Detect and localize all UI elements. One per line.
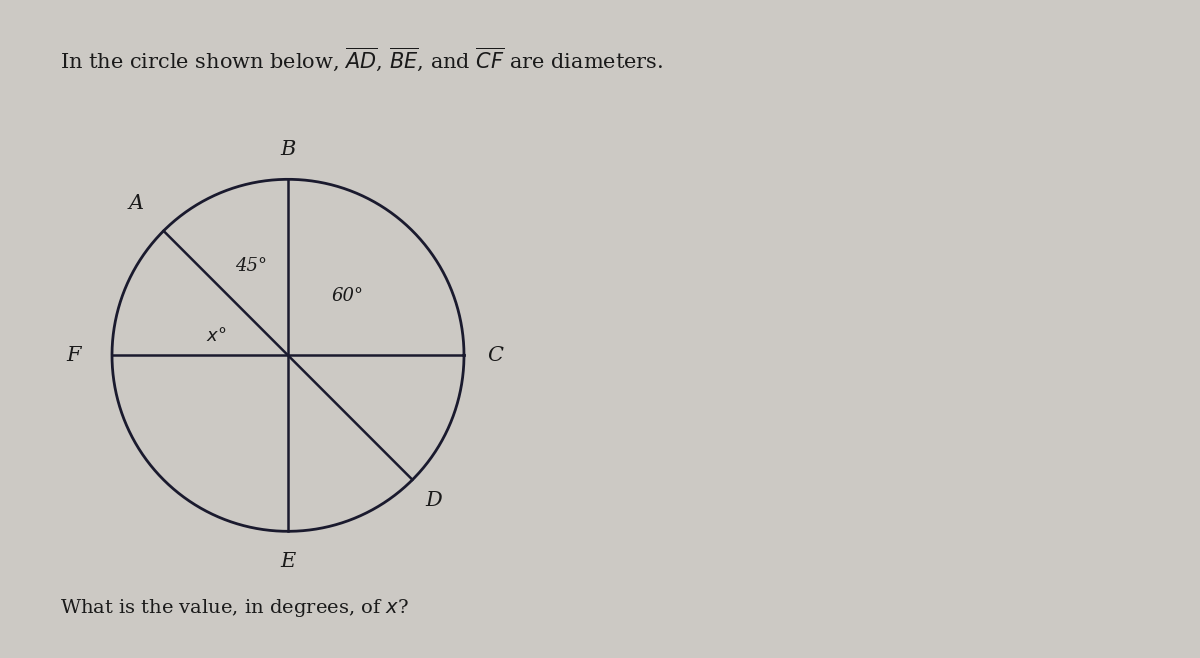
Text: A: A [128, 194, 144, 213]
Text: E: E [281, 552, 295, 570]
Text: What is the value, in degrees, of $x$?: What is the value, in degrees, of $x$? [60, 597, 409, 619]
Text: $x$°: $x$° [206, 327, 227, 345]
Text: D: D [425, 492, 442, 511]
Text: In the circle shown below, $\overline{AD}$, $\overline{BE}$, and $\overline{CF}$: In the circle shown below, $\overline{AD… [60, 46, 664, 74]
Text: C: C [487, 346, 504, 365]
Text: B: B [281, 140, 295, 159]
Text: 60°: 60° [331, 287, 364, 305]
Text: 45°: 45° [235, 257, 266, 275]
Text: F: F [66, 346, 80, 365]
